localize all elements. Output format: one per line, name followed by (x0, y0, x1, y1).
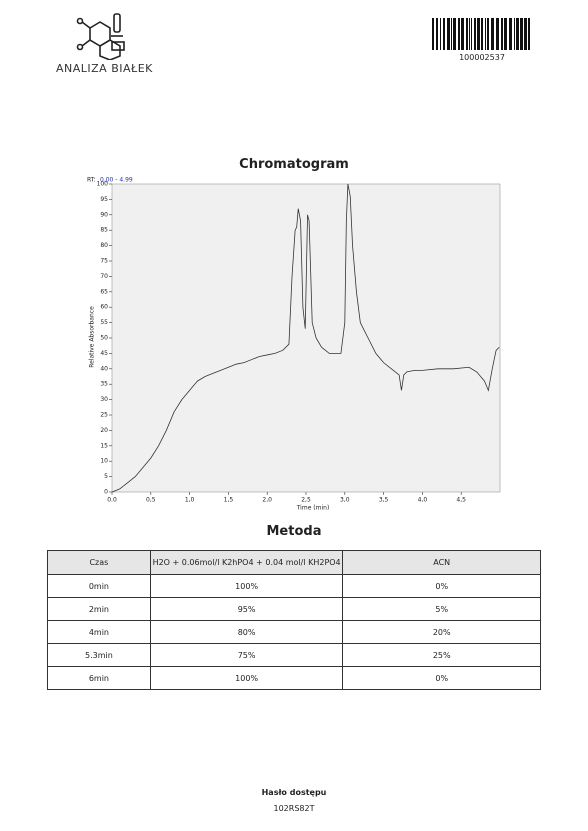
y-tick-label: 30 (100, 396, 108, 403)
y-tick-label: 80 (100, 242, 108, 249)
barcode-bar (487, 18, 489, 50)
barcode-bar (469, 18, 470, 50)
x-tick-label: 4,0 (418, 497, 428, 504)
barcode-number: 100002537 (459, 53, 505, 62)
y-tick-label: 15 (100, 442, 108, 449)
column-header: Czas (47, 550, 151, 575)
table-row: 0min 100% 0% (47, 574, 541, 598)
table-cell: 80% (149, 620, 344, 644)
barcode-bar (520, 18, 523, 50)
barcode-bar (496, 18, 499, 50)
table-cell: 100% (149, 574, 344, 598)
y-tick-label: 35 (100, 381, 108, 388)
y-tick-label: 55 (100, 319, 108, 326)
column-header: ACN (342, 550, 541, 575)
barcode-bar (528, 18, 530, 50)
table-cell: 5.3min (47, 643, 151, 667)
y-tick-label: 60 (100, 304, 108, 311)
table-cell: 0% (342, 574, 541, 598)
footer-label: Hasło dostępu (261, 788, 327, 797)
table-cell: 4min (47, 620, 151, 644)
table-cell: 100% (149, 666, 344, 690)
y-tick-label: 50 (100, 335, 108, 342)
barcode-bar (516, 18, 519, 50)
barcode-bar (481, 18, 483, 50)
y-tick-label: 70 (100, 273, 108, 280)
barcode-bar (524, 18, 527, 50)
barcode-bar (477, 18, 480, 50)
x-tick-label: 3,5 (379, 497, 389, 504)
barcode (432, 18, 530, 50)
barcode-bar (453, 18, 456, 50)
table-row: 4min 80% 20% (47, 620, 541, 644)
barcode-bar (451, 18, 452, 50)
y-tick-label: 5 (104, 473, 108, 480)
x-tick-label: 1,5 (224, 497, 234, 504)
brand: ANALIZA BIAŁEK (56, 62, 153, 75)
y-tick-label: 75 (100, 258, 108, 265)
y-tick-label: 90 (100, 211, 108, 218)
barcode-bar (432, 18, 434, 50)
y-tick-label: 0 (104, 489, 108, 496)
barcode-bar (440, 18, 441, 50)
barcode-bar (443, 18, 445, 50)
barcode-bar (501, 18, 503, 50)
chart: RT: 0.00 - 4.99 Time (min) Relative Abso… (87, 177, 501, 512)
barcode-bar (514, 18, 515, 50)
table-cell: 95% (149, 597, 344, 621)
x-tick-label: 2,0 (262, 497, 272, 504)
rt-range: 0.00 - 4.99 (100, 177, 133, 184)
barcode-bar (436, 18, 438, 50)
x-tick-label: 2,5 (301, 497, 311, 504)
y-axis-label: Relative Absorbance (89, 306, 96, 368)
barcode-bar (461, 18, 464, 50)
barcode-bar (474, 18, 476, 50)
x-tick-label: 3,0 (340, 497, 350, 504)
y-tick-label: 45 (100, 350, 108, 357)
barcode-bar (485, 18, 486, 50)
y-tick-label: 85 (100, 227, 108, 234)
table-row: 5.3min 75% 25% (47, 643, 541, 667)
table-cell: 0% (342, 666, 541, 690)
column-header: H2O + 0.06mol/l K2hPO4 + 0.04 mol/l KH2P… (149, 550, 344, 575)
x-tick-label: 4,5 (456, 497, 466, 504)
y-tick-label: 40 (100, 365, 108, 372)
y-tick-label: 20 (100, 427, 108, 434)
x-tick-label: 0,5 (146, 497, 156, 504)
method-table: Czas H2O + 0.06mol/l K2hPO4 + 0.04 mol/l … (47, 550, 541, 690)
table-cell: 25% (342, 643, 541, 667)
table-cell: 6min (47, 666, 151, 690)
table-cell: 75% (149, 643, 344, 667)
barcode-bar (509, 18, 512, 50)
barcode-bar (458, 18, 460, 50)
table-cell: 20% (342, 620, 541, 644)
footer-password: 102RS82T (273, 804, 315, 813)
table-row: 2min 95% 5% (47, 597, 541, 621)
y-tick-label: 25 (100, 412, 108, 419)
y-tick-label: 100 (97, 181, 109, 188)
y-tick-label: 95 (100, 196, 108, 203)
y-tick-label: 65 (100, 288, 108, 295)
table-cell: 5% (342, 597, 541, 621)
table-cell: 2min (47, 597, 151, 621)
logo (76, 13, 125, 60)
table-cell: 0min (47, 574, 151, 598)
x-tick-label: 1,0 (185, 497, 195, 504)
barcode-bar (491, 18, 494, 50)
barcode-bar (471, 18, 472, 50)
barcode-bar (466, 18, 468, 50)
table-title: Metoda (266, 524, 322, 539)
table-row: 6min 100% 0% (47, 666, 541, 690)
x-tick-label: 0.0 (107, 497, 117, 504)
chromatogram-line (111, 183, 500, 493)
header-row: Czas H2O + 0.06mol/l K2hPO4 + 0.04 mol/l … (47, 550, 541, 575)
y-tick-label: 10 (100, 458, 108, 465)
plot-area (111, 183, 501, 493)
rt-label: RT: (87, 177, 96, 184)
barcode-bar (447, 18, 450, 50)
x-axis-label: Time (min) (296, 505, 330, 512)
chart-title: Chromatogram (239, 157, 349, 172)
barcode-bar (504, 18, 507, 50)
